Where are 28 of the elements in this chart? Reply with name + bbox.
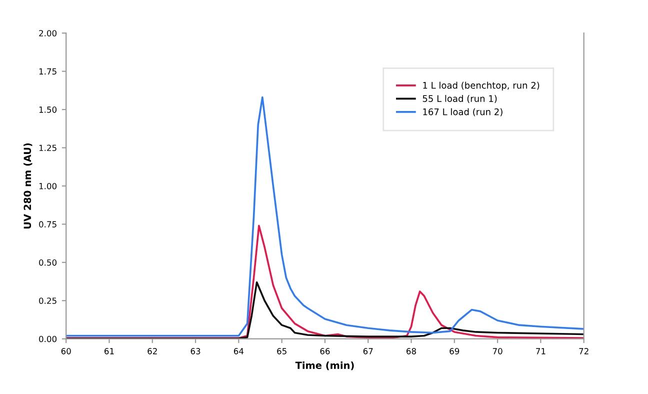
x-tick-label: 63: [190, 348, 200, 354]
x-tick-label: 60: [61, 348, 71, 354]
line-series: [66, 96, 584, 337]
y-tick-label: 2.00: [39, 30, 57, 36]
y-axis-title: UV 280 nm (AU): [24, 143, 32, 229]
y-tick-label: 0.50: [39, 259, 57, 266]
x-tick-label: 69: [450, 348, 460, 354]
y-tick-label: 0.25: [39, 298, 56, 304]
y-tick-label: 0.00: [39, 336, 57, 342]
x-tick-label: 67: [363, 348, 373, 354]
x-tick-label: 68: [406, 348, 416, 354]
y-tick-label: 1.25: [39, 144, 56, 152]
x-tick-label: 70: [492, 348, 502, 354]
y-tick-label: 0.75: [39, 221, 56, 228]
y-tick-label: 1.50: [39, 106, 57, 113]
x-tick-label: 72: [579, 348, 588, 354]
x-tick-label: 62: [148, 348, 157, 354]
x-tick-label: 64: [234, 348, 244, 354]
x-tick-label: 61: [104, 348, 114, 354]
y-tick-label: 1.75: [39, 68, 56, 75]
x-tick-label: 65: [277, 348, 286, 354]
x-tick-label: 71: [536, 348, 546, 354]
y-tick-label: 1.00: [39, 182, 57, 190]
legend-label: 1 L load (benchtop, run 2): [423, 82, 540, 90]
legend-label: 55 L load (run 1): [422, 94, 497, 104]
legend-label: 167 L load (run 2): [423, 108, 502, 116]
x-axis-title: Time (min): [295, 361, 354, 370]
x-tick-label: 66: [320, 348, 330, 354]
